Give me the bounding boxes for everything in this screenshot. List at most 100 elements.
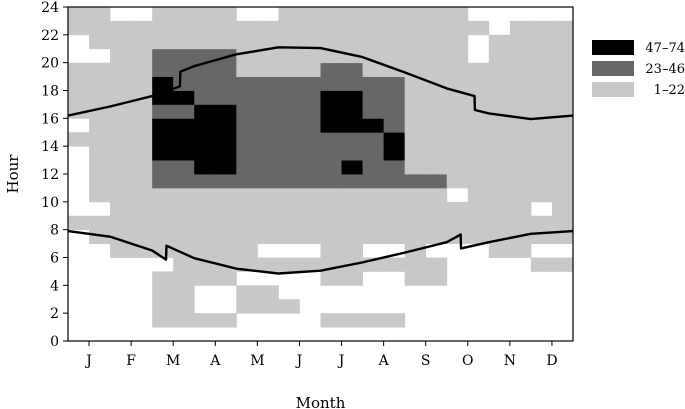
heatmap-cell xyxy=(194,20,216,36)
heatmap-cell xyxy=(425,34,448,50)
heatmap-cell xyxy=(320,90,342,105)
heatmap-cell xyxy=(257,118,279,133)
heatmap-cell xyxy=(236,229,258,244)
x-tick-label: S xyxy=(421,353,431,369)
x-tick-label: J xyxy=(295,353,303,369)
legend-swatch xyxy=(592,40,634,55)
heatmap-cell xyxy=(194,313,216,328)
heatmap-cell xyxy=(320,7,342,22)
heatmap-cell xyxy=(488,90,511,105)
heatmap-cell xyxy=(152,7,174,22)
sunrise-curve xyxy=(67,229,574,275)
heatmap-cell xyxy=(320,187,342,203)
heatmap-cell xyxy=(89,20,111,36)
heatmap-cell xyxy=(509,48,532,64)
heatmap-cell xyxy=(89,90,111,105)
heatmap-cell xyxy=(257,48,279,64)
heatmap-cell xyxy=(467,118,490,133)
heatmap-cell xyxy=(299,160,321,175)
heatmap-cell xyxy=(110,201,132,217)
heatmap-cell xyxy=(278,229,300,244)
heatmap-cell xyxy=(341,76,363,91)
heatmap-cell xyxy=(509,243,532,258)
heatmap-cell xyxy=(530,132,553,147)
heatmap-cell xyxy=(215,76,237,91)
heatmap-cell xyxy=(383,174,406,189)
y-tick-label: 16 xyxy=(41,111,59,127)
heatmap-cell xyxy=(530,146,553,161)
heatmap-cell xyxy=(110,160,132,175)
heatmap-cell xyxy=(320,62,342,77)
heatmap-cell xyxy=(551,90,574,105)
heatmap-cell xyxy=(341,132,363,147)
heatmap-cell xyxy=(509,20,532,36)
heatmap-cell xyxy=(341,271,363,286)
heatmap-cell xyxy=(320,229,342,244)
heatmap-cell xyxy=(488,243,511,258)
heatmap-cell xyxy=(425,118,448,133)
heatmap-cell xyxy=(320,104,342,119)
heatmap-cell xyxy=(551,132,574,147)
heatmap-cell xyxy=(320,215,342,231)
heatmap-cell xyxy=(488,48,511,64)
heatmap-cell xyxy=(551,48,574,64)
heatmap-cell xyxy=(89,160,111,175)
heatmap-cell xyxy=(383,118,406,133)
heatmap-cell xyxy=(509,160,532,175)
heatmap-cell xyxy=(341,243,363,258)
heatmap-cell xyxy=(362,229,385,244)
heatmap-cell xyxy=(509,174,532,189)
heatmap-cell xyxy=(89,174,111,189)
heatmap-cell xyxy=(446,76,469,91)
heatmap-cell xyxy=(404,187,427,203)
heatmap-cell xyxy=(362,146,385,161)
heatmap-cell xyxy=(173,215,195,231)
heatmap-cell xyxy=(257,215,279,231)
heatmap-cell xyxy=(404,271,427,286)
y-tick-label: 8 xyxy=(50,223,59,239)
x-tick-label: A xyxy=(378,353,390,369)
heatmap-cell xyxy=(236,160,258,175)
heatmap-cell xyxy=(341,201,363,217)
heatmap-cell xyxy=(509,76,532,91)
heatmap-cell xyxy=(446,20,469,36)
heatmap-cell xyxy=(173,104,195,119)
heatmap-cell xyxy=(299,90,321,105)
heatmap-cell xyxy=(446,7,469,22)
heatmap-cell xyxy=(425,132,448,147)
heatmap-cell xyxy=(257,201,279,217)
heatmap-cell xyxy=(110,76,132,91)
heatmap-cell xyxy=(257,285,279,300)
heatmap-cell xyxy=(173,118,195,133)
heatmap-cell xyxy=(257,187,279,203)
heatmap-cell xyxy=(173,299,195,314)
heatmap-cell xyxy=(530,76,553,91)
heatmap-cell xyxy=(173,146,195,161)
heatmap-cell xyxy=(173,34,195,50)
heatmap-cell xyxy=(551,62,574,77)
heatmap-cell xyxy=(278,174,300,189)
heatmap-cell xyxy=(215,187,237,203)
heatmap-cell xyxy=(278,146,300,161)
heatmap-cell xyxy=(404,146,427,161)
heatmap-cell xyxy=(299,118,321,133)
heatmap-cell xyxy=(446,34,469,50)
sun-curves xyxy=(67,46,574,275)
x-tick-label: J xyxy=(337,353,345,369)
heatmap-cell xyxy=(194,201,216,217)
heatmap-cell xyxy=(299,132,321,147)
heatmap-cell xyxy=(362,160,385,175)
heatmap-cell xyxy=(152,229,174,244)
heatmap-cell xyxy=(509,201,532,217)
heatmap-cell xyxy=(215,174,237,189)
heatmap-cell xyxy=(383,48,406,64)
heatmap-cell xyxy=(467,215,490,231)
heatmap-cell xyxy=(467,76,490,91)
heatmap-cell xyxy=(488,187,511,203)
heatmap-cell xyxy=(68,90,90,105)
heatmap-cell xyxy=(341,34,363,50)
heatmap-cell xyxy=(341,313,363,328)
heatmap-cell xyxy=(425,201,448,217)
heatmap-cell xyxy=(425,174,448,189)
heatmap-cells xyxy=(68,7,574,328)
